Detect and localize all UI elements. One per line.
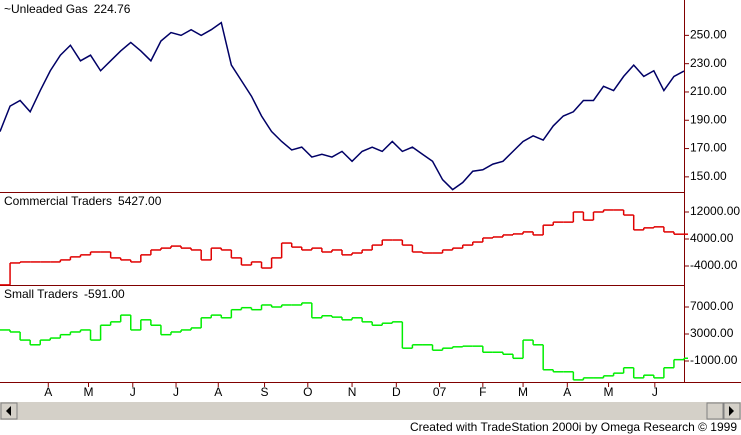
x-tick-label: M <box>518 385 528 399</box>
x-tick-label: S <box>261 385 269 399</box>
y-tick-label: 250.00 <box>690 28 727 42</box>
left-arrow <box>6 406 11 416</box>
x-tick-label: 07 <box>433 385 447 399</box>
y-tick-label: 210.00 <box>690 84 727 98</box>
y-tick-label: 230.00 <box>690 56 727 70</box>
series-current-value: 5427.00 <box>118 194 162 208</box>
scrollbar[interactable] <box>0 402 741 420</box>
right-arrow <box>729 406 734 416</box>
y-tick-label: -1000.00 <box>690 353 738 367</box>
x-tick-label: O <box>303 385 312 399</box>
x-tick-label: F <box>479 385 486 399</box>
x-tick-label: M <box>604 385 614 399</box>
y-tick-label: 190.00 <box>690 112 727 126</box>
x-tick-label: A <box>44 385 52 399</box>
x-tick-label: J <box>130 385 136 399</box>
y-tick-label: 3000.00 <box>690 326 734 340</box>
series-current-value: -591.00 <box>84 287 125 301</box>
footer: Created with TradeStation 2000i by Omega… <box>410 420 737 434</box>
x-tick-label: D <box>392 385 401 399</box>
series-line <box>0 21 685 191</box>
scroll-track <box>0 402 741 420</box>
x-tick-label: N <box>348 385 357 399</box>
x-tick-label: J <box>652 385 658 399</box>
y-tick-label: 7000.00 <box>690 299 734 313</box>
series-name: ~Unleaded Gas <box>4 2 88 16</box>
y-tick-label: 150.00 <box>690 169 727 183</box>
y-tick-label: 170.00 <box>690 141 727 155</box>
series-current-value: 224.76 <box>94 2 131 16</box>
series-name: Small Traders <box>4 287 78 301</box>
y-tick-label: 12000.00 <box>690 204 740 218</box>
scroll-thumb[interactable] <box>706 402 724 420</box>
y-tick-label: -4000.00 <box>690 258 738 272</box>
x-tick-label: J <box>173 385 179 399</box>
x-tick-label: A <box>563 385 571 399</box>
y-tick-label: 4000.00 <box>690 231 734 245</box>
x-tick-label: M <box>84 385 94 399</box>
x-tick-label: A <box>214 385 222 399</box>
series-name: Commercial Traders <box>4 194 112 208</box>
